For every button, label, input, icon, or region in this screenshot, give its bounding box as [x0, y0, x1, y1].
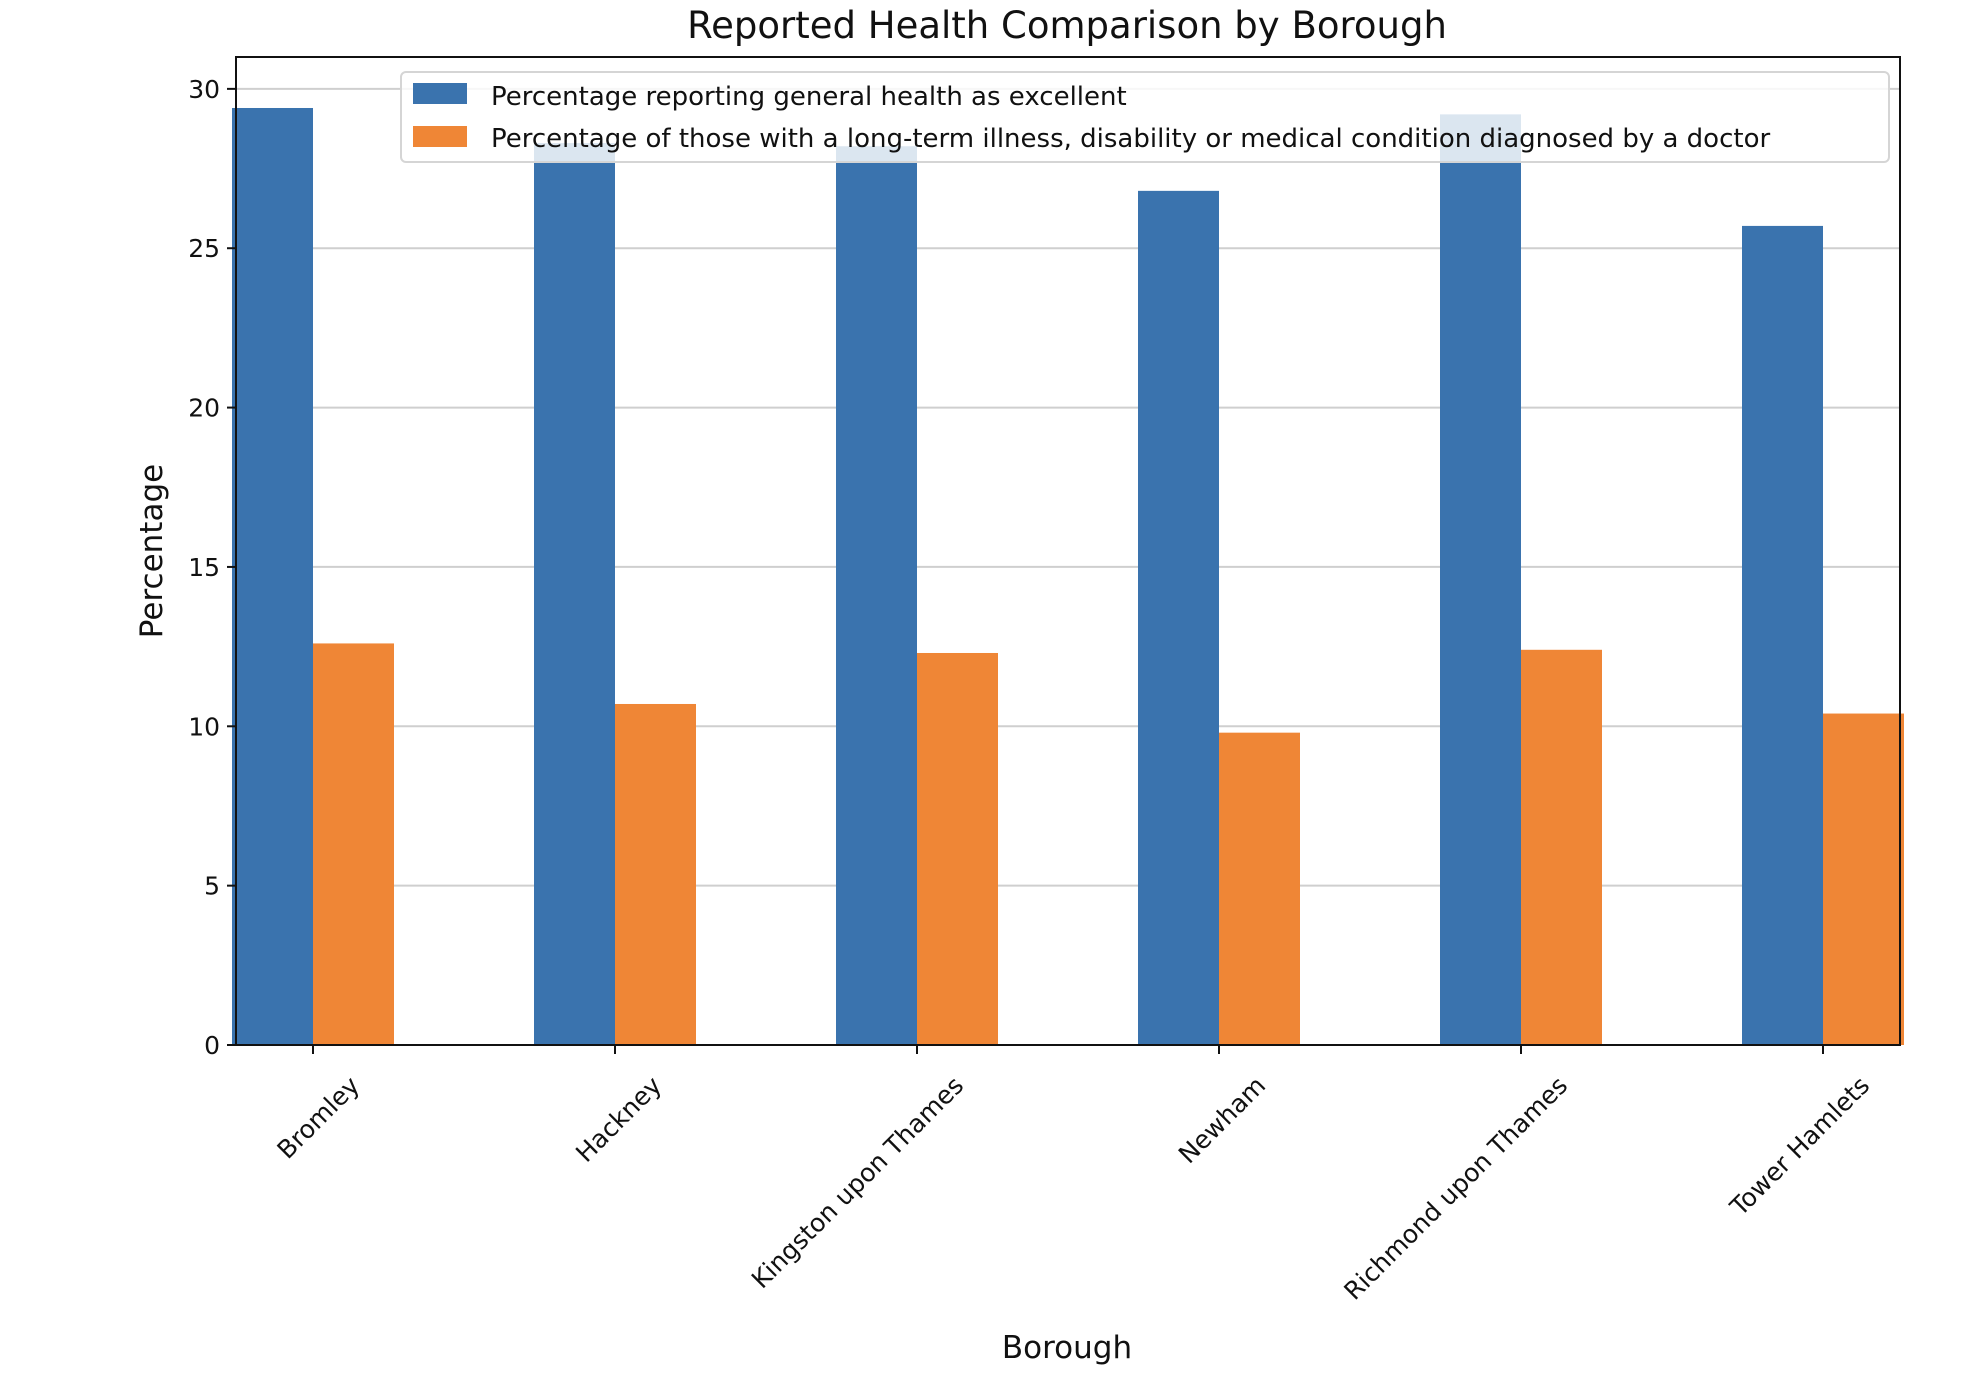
bar-long-term-illness — [917, 652, 998, 1045]
bar-excellent-health — [232, 107, 313, 1046]
y-tick-label: 15 — [188, 553, 220, 582]
x-axis-label: Borough — [1002, 1330, 1132, 1366]
y-axis-label: Percentage — [134, 464, 170, 638]
legend-box — [400, 71, 1890, 163]
y-tick-label: 30 — [188, 75, 220, 104]
legend-label-excellent-health: Percentage reporting general health as e… — [491, 82, 1127, 112]
plot-frame — [235, 56, 1901, 1046]
bar-long-term-illness — [313, 643, 394, 1045]
bar-excellent-health — [534, 143, 615, 1045]
bar-excellent-health — [836, 146, 917, 1045]
legend-label-long-term-illness: Percentage of those with a long-term ill… — [491, 124, 1770, 154]
y-tick-label: 5 — [204, 872, 220, 901]
legend-swatch-excellent-health — [413, 83, 467, 104]
legend: Percentage reporting general health as e… — [400, 71, 1890, 163]
chart-title: Reported Health Comparison by Borough — [687, 4, 1447, 47]
legend-swatch-long-term-illness — [413, 126, 467, 147]
bar-long-term-illness — [1521, 649, 1602, 1045]
bar-long-term-illness — [1219, 732, 1300, 1045]
bar-excellent-health — [1742, 225, 1823, 1045]
y-tick-label: 10 — [188, 712, 220, 741]
y-axis-ticks: 0 5 10 15 20 25 30 — [188, 75, 236, 1060]
y-tick-label: 20 — [188, 394, 220, 423]
bar-excellent-health — [1440, 114, 1521, 1046]
bar-long-term-illness — [1823, 713, 1904, 1045]
y-tick-label: 25 — [188, 234, 220, 263]
bar-long-term-illness — [615, 703, 696, 1045]
axes — [235, 56, 1901, 1046]
y-tick-label: 0 — [204, 1031, 220, 1060]
bar-marks — [232, 107, 1904, 1046]
bar-excellent-health — [1138, 190, 1219, 1046]
